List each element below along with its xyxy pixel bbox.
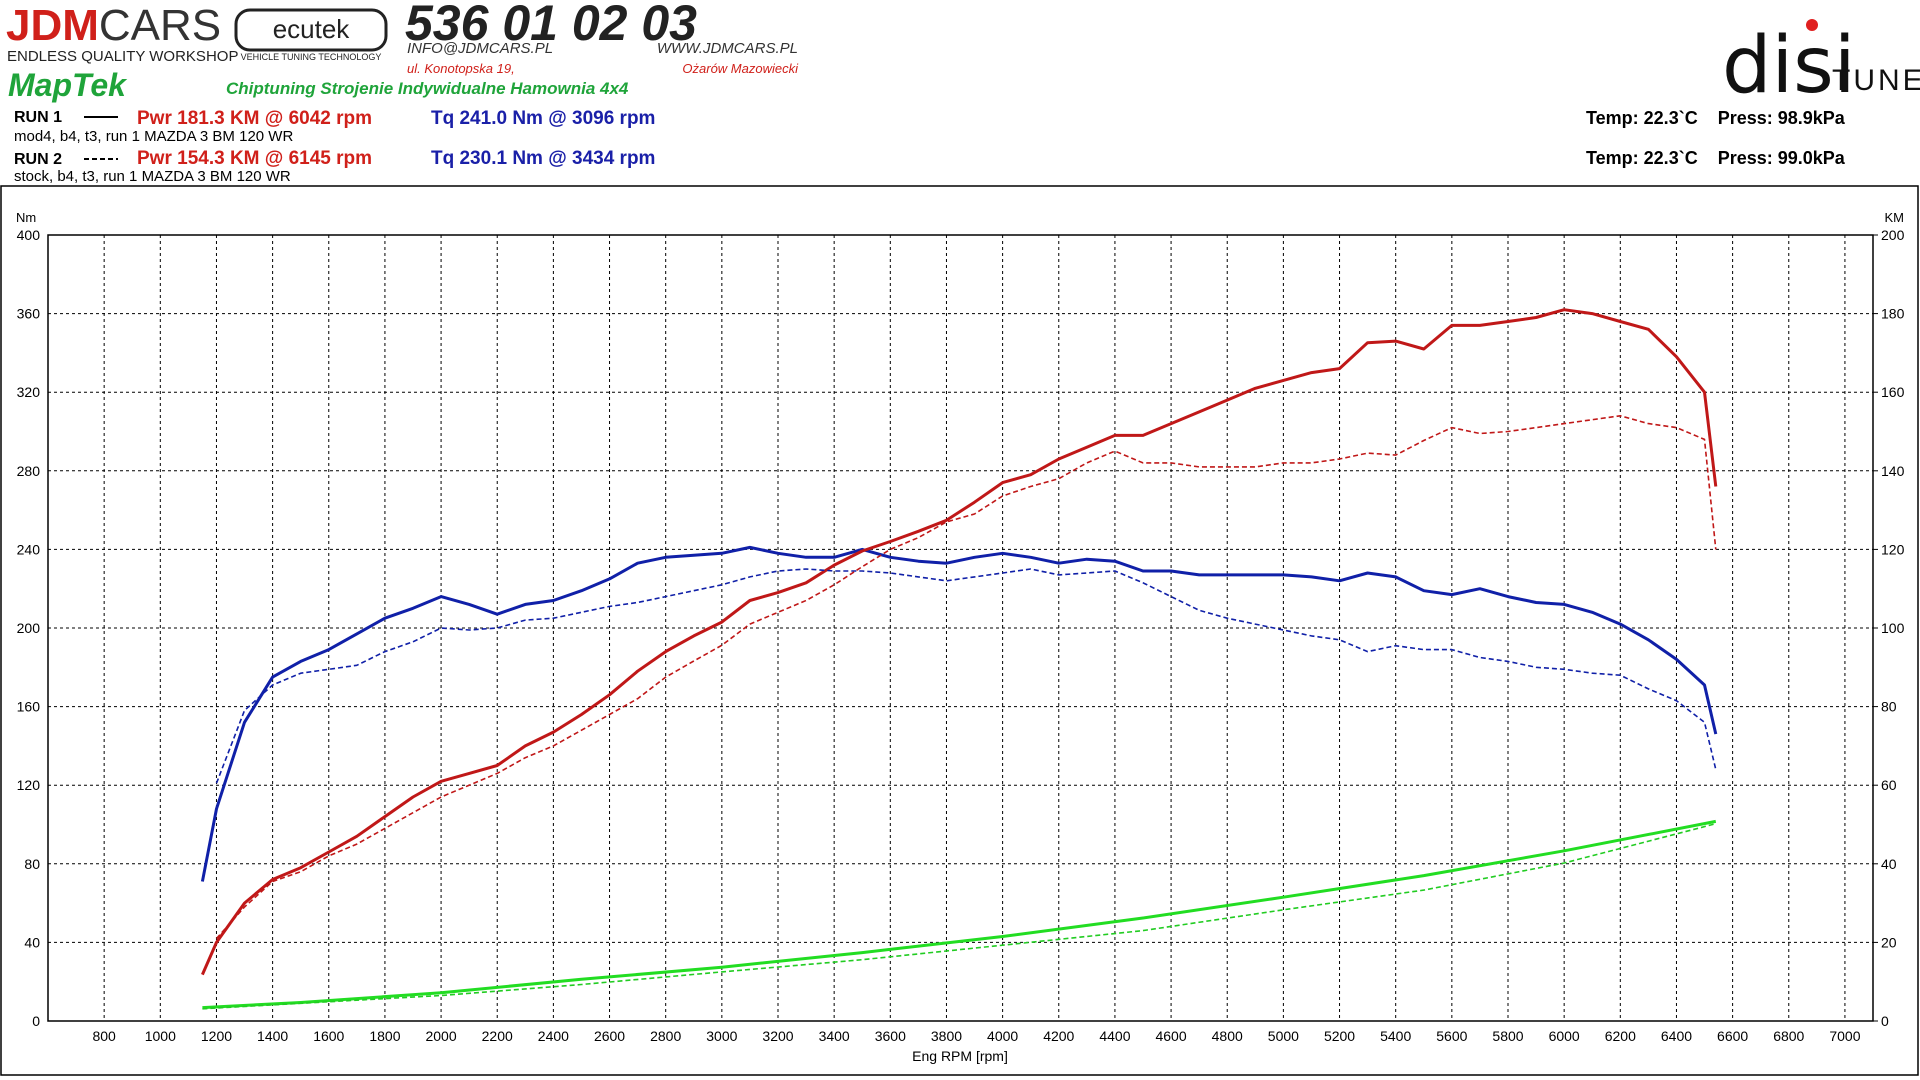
series-line xyxy=(202,819,1717,1010)
x-tick-label: 6200 xyxy=(1605,1028,1636,1044)
logo-jdm: JDM xyxy=(6,1,99,50)
ecutek-logo: ecutek xyxy=(273,14,351,44)
x-tick-label: 4000 xyxy=(987,1028,1018,1044)
y-tick-label: 360 xyxy=(17,306,41,322)
address: ul. Konotopska 19, xyxy=(407,61,515,76)
ecutek-badge xyxy=(234,8,388,52)
x-tick-label: 4200 xyxy=(1043,1028,1074,1044)
x-tick-label: 3000 xyxy=(706,1028,737,1044)
x-tick-label: 4600 xyxy=(1155,1028,1186,1044)
y-tick-label: 240 xyxy=(17,541,41,557)
y-tick-label: 0 xyxy=(32,1013,40,1029)
x-axis-label: Eng RPM [rpm] xyxy=(912,1048,1008,1064)
run-torque: Tq 241.0 Nm @ 3096 rpm xyxy=(431,108,655,129)
email: INFO@JDMCARS.PL xyxy=(407,40,553,57)
tune-logo: TUNE xyxy=(1832,64,1920,97)
y-axis-label: Nm xyxy=(16,210,36,225)
x-tick-label: 6000 xyxy=(1549,1028,1580,1044)
x-tick-label: 5200 xyxy=(1324,1028,1355,1044)
y-tick-label: 280 xyxy=(17,463,41,479)
y2-tick-label: 120 xyxy=(1881,541,1905,557)
logo-cars: CARS xyxy=(99,1,221,50)
y-tick-label: 400 xyxy=(17,227,41,243)
x-tick-label: 1800 xyxy=(369,1028,400,1044)
y-tick-label: 120 xyxy=(17,777,41,793)
x-tick-label: 6600 xyxy=(1717,1028,1748,1044)
run-torque: Tq 230.1 Nm @ 3434 rpm xyxy=(431,148,655,169)
y2-tick-label: 80 xyxy=(1881,699,1897,715)
run-power: Pwr 181.3 KM @ 6042 rpm xyxy=(137,108,372,129)
run-power: Pwr 154.3 KM @ 6145 rpm xyxy=(137,148,372,169)
y2-tick-label: 20 xyxy=(1881,934,1897,950)
ecutek-tagline: VEHICLE TUNING TECHNOLOGY xyxy=(241,52,382,62)
run-conditions: Temp: 22.3`C Press: 98.9kPa xyxy=(1586,108,1846,128)
disi-dot xyxy=(1806,19,1818,31)
phone: 536 01 02 03 xyxy=(405,0,697,51)
x-tick-label: 1200 xyxy=(201,1028,232,1044)
run-label: RUN 2 xyxy=(14,151,62,168)
series-line xyxy=(200,545,1718,882)
x-tick-label: 4400 xyxy=(1099,1028,1130,1044)
x-tick-label: 3600 xyxy=(875,1028,906,1044)
disi-logo: disi xyxy=(1722,21,1856,111)
y-tick-label: 40 xyxy=(24,934,40,950)
x-tick-label: 5800 xyxy=(1492,1028,1523,1044)
x-tick-label: 1400 xyxy=(257,1028,288,1044)
series-line xyxy=(202,822,1717,1010)
x-tick-label: 5600 xyxy=(1436,1028,1467,1044)
y2-axis-label: KM xyxy=(1885,210,1905,225)
x-tick-label: 7000 xyxy=(1829,1028,1860,1044)
x-tick-label: 1600 xyxy=(313,1028,344,1044)
y2-tick-label: 160 xyxy=(1881,384,1905,400)
web: WWW.JDMCARS.PL xyxy=(657,40,798,57)
y2-tick-label: 180 xyxy=(1881,306,1905,322)
y-tick-label: 160 xyxy=(17,699,41,715)
y-tick-label: 320 xyxy=(17,384,41,400)
x-tick-label: 1000 xyxy=(145,1028,176,1044)
x-tick-label: 5400 xyxy=(1380,1028,1411,1044)
y2-tick-label: 60 xyxy=(1881,777,1897,793)
logo: JDMCARS xyxy=(6,1,221,50)
y-tick-label: 200 xyxy=(17,620,41,636)
x-tick-label: 2800 xyxy=(650,1028,681,1044)
x-tick-label: 2400 xyxy=(538,1028,569,1044)
x-tick-label: 800 xyxy=(92,1028,116,1044)
y2-tick-label: 140 xyxy=(1881,463,1905,479)
y-tick-label: 80 xyxy=(24,856,40,872)
x-tick-label: 4800 xyxy=(1212,1028,1243,1044)
services: Chiptuning Strojenie Indywidualne Hamown… xyxy=(226,79,629,98)
y2-tick-label: 100 xyxy=(1881,620,1905,636)
run-label: RUN 1 xyxy=(14,109,62,126)
run-description: stock, b4, t3, run 1 MAZDA 3 BM 120 WR xyxy=(14,168,291,185)
run-conditions: Temp: 22.3`C Press: 99.0kPa xyxy=(1586,148,1846,168)
plot-area: 800 1000 1200 1400 1600 1800 2000 2200 2400 2600 2… xyxy=(17,227,1905,1044)
x-tick-label: 2000 xyxy=(425,1028,456,1044)
series-line xyxy=(215,415,1717,940)
x-tick-label: 2600 xyxy=(594,1028,625,1044)
run-description: mod4, b4, t3, run 1 MAZDA 3 BM 120 WR xyxy=(14,128,293,145)
chart-frame xyxy=(0,185,1919,1076)
x-tick-label: 3400 xyxy=(819,1028,850,1044)
y2-tick-label: 40 xyxy=(1881,856,1897,872)
series-line xyxy=(215,568,1717,784)
y2-tick-label: 200 xyxy=(1881,227,1905,243)
maptek-logo: MapTek xyxy=(8,67,128,103)
x-tick-label: 3200 xyxy=(762,1028,793,1044)
series-line xyxy=(201,308,1718,976)
city: Ożarów Mazowiecki xyxy=(682,61,799,76)
x-tick-label: 5000 xyxy=(1268,1028,1299,1044)
x-tick-label: 6400 xyxy=(1661,1028,1692,1044)
y2-tick-label: 0 xyxy=(1881,1013,1889,1029)
plot-border xyxy=(47,234,1874,1022)
x-tick-label: 6800 xyxy=(1773,1028,1804,1044)
x-tick-label: 2200 xyxy=(482,1028,513,1044)
logo-tagline: ENDLESS QUALITY WORKSHOP xyxy=(7,48,238,65)
x-tick-label: 3800 xyxy=(931,1028,962,1044)
